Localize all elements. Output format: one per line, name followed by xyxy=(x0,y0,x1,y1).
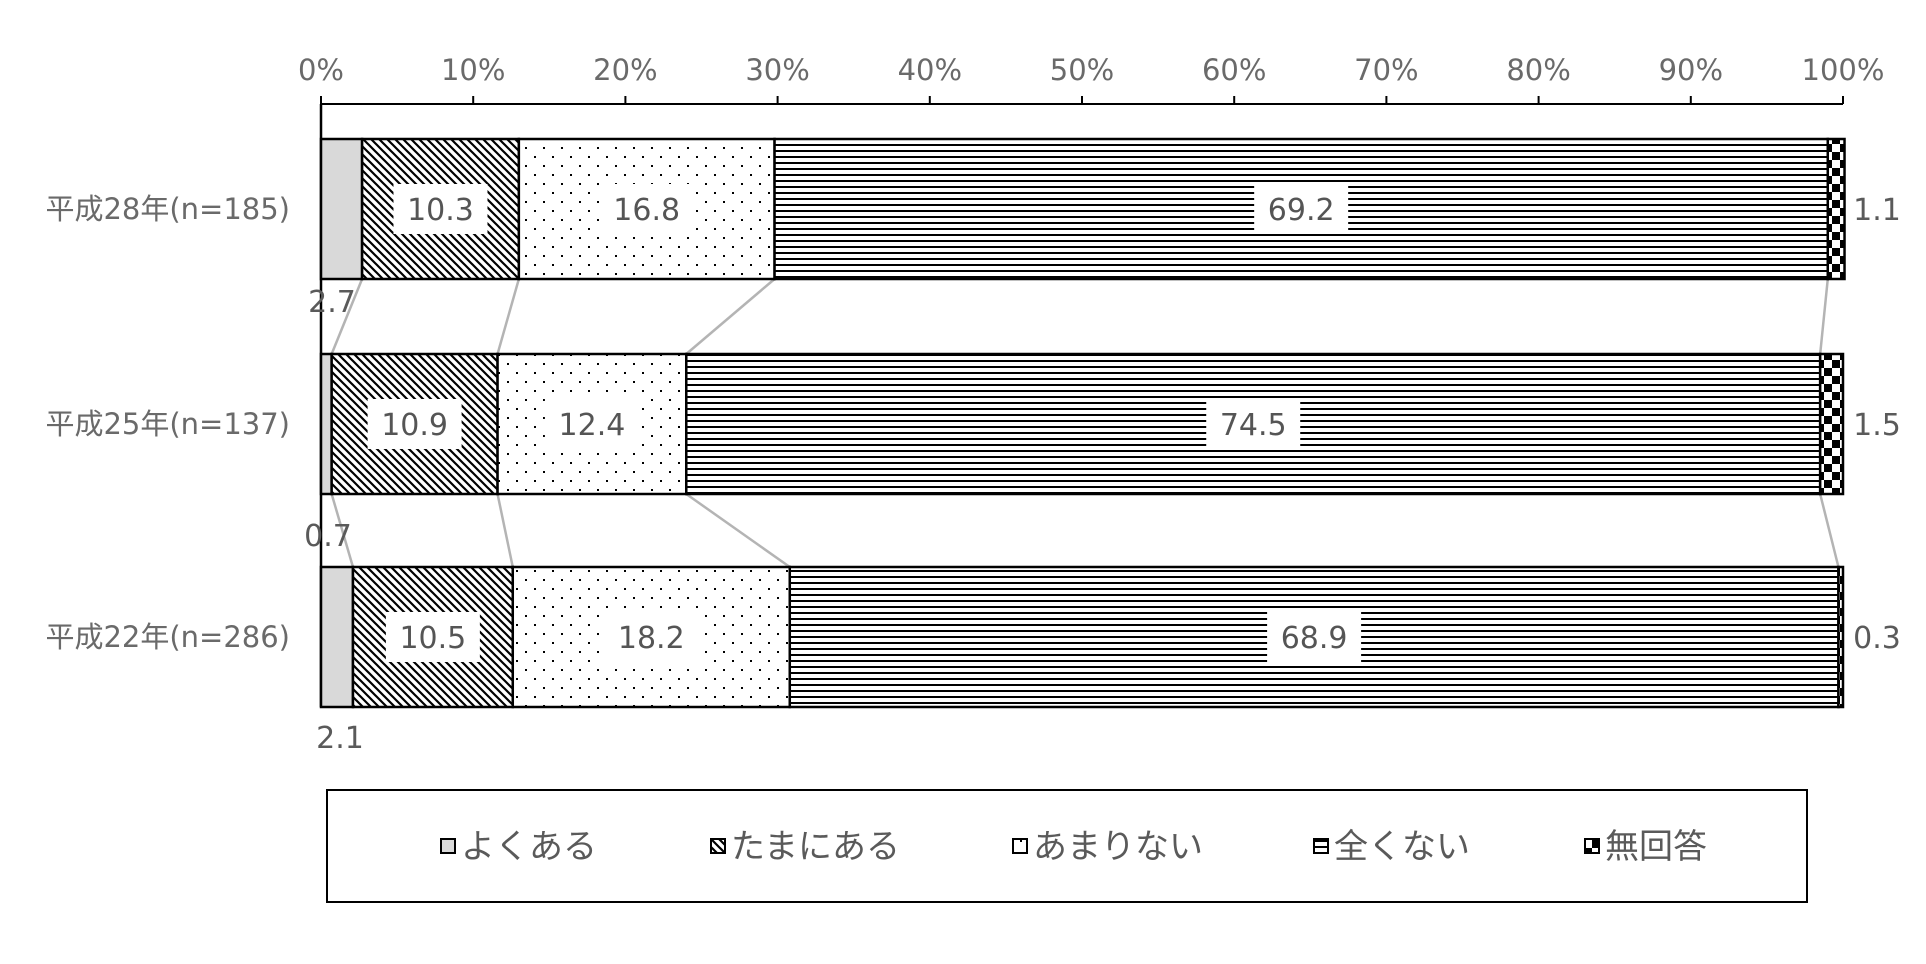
legend-label: あまりない xyxy=(1033,827,1203,867)
legend-label: たまにある xyxy=(731,827,900,867)
x-axis: 0% 10% 20% 30% 40% 50% 60% 70% 80% 90% 100% xyxy=(298,53,1884,707)
data-label: 18.2 xyxy=(618,621,685,656)
data-label-bg xyxy=(385,612,480,662)
connector-line xyxy=(330,493,355,568)
x-tick-label: 20% xyxy=(593,53,657,87)
data-label: 10.9 xyxy=(381,408,448,443)
bar-segment xyxy=(319,565,355,709)
data-label-bg xyxy=(1267,612,1362,662)
data-label: 1.5 xyxy=(1853,408,1901,443)
category-label: 平成25年(n=137) xyxy=(45,407,290,441)
connector-line xyxy=(330,278,364,355)
legend-label: 全くない xyxy=(1334,827,1470,867)
data-label: 0.7 xyxy=(304,519,352,554)
legend: よくある たまにある あまりない 全くない 無回答 xyxy=(326,789,1808,903)
legend-box xyxy=(326,789,1808,903)
data-label-bg xyxy=(1254,184,1349,234)
bar-segment xyxy=(1818,352,1845,496)
connector-line xyxy=(685,492,791,569)
data-label: 69.2 xyxy=(1268,193,1335,228)
connector-line xyxy=(496,278,521,355)
legend-label: よくある xyxy=(461,827,597,867)
data-label: 12.4 xyxy=(559,408,626,443)
category-label: 平成28年(n=185) xyxy=(45,192,290,226)
connector-lines xyxy=(330,278,1840,569)
data-label: 0.3 xyxy=(1853,621,1901,656)
category-label: 平成22年(n=286) xyxy=(45,620,290,654)
x-tick-label: 60% xyxy=(1202,53,1266,87)
data-label: 10.5 xyxy=(399,621,466,656)
x-tick-label: 100% xyxy=(1802,53,1885,87)
data-label-bg xyxy=(1206,399,1301,449)
legend-swatch xyxy=(440,838,456,854)
x-tick-label: 90% xyxy=(1659,53,1723,87)
data-label: 16.8 xyxy=(613,193,680,228)
x-tick-label: 50% xyxy=(1050,53,1114,87)
legend-swatch xyxy=(1313,838,1329,854)
category-labels: 平成28年(n=185) 平成25年(n=137) 平成22年(n=286) xyxy=(45,192,290,654)
x-tick-label: 80% xyxy=(1506,53,1570,87)
x-tick-label: 0% xyxy=(298,53,344,87)
bar-segment xyxy=(1826,137,1846,281)
data-label-bg xyxy=(367,399,462,449)
connector-line xyxy=(685,278,776,355)
legend-label: 無回答 xyxy=(1605,827,1707,867)
x-tick-label: 70% xyxy=(1354,53,1418,87)
data-labels: 2.7 10.3 16.8 69.2 1.1 0.7 10.9 12.4 74.5 1.5 2.1 1… xyxy=(304,184,1901,756)
data-label-bg xyxy=(599,184,694,234)
legend-swatch xyxy=(710,838,726,854)
data-label: 68.9 xyxy=(1281,621,1348,656)
legend-swatch xyxy=(1012,838,1028,854)
data-label-bg xyxy=(393,184,488,234)
data-label-bg xyxy=(604,612,699,662)
data-label: 10.3 xyxy=(407,193,474,228)
data-label-bg xyxy=(544,399,639,449)
x-tick-label: 40% xyxy=(898,53,962,87)
data-label: 1.1 xyxy=(1853,193,1901,228)
connector-line xyxy=(1818,278,1830,355)
data-label: 74.5 xyxy=(1220,408,1287,443)
bar-segment xyxy=(319,352,333,496)
data-label: 2.7 xyxy=(308,285,356,320)
connector-line xyxy=(496,493,514,568)
bar-segment xyxy=(1837,565,1845,709)
data-label: 2.1 xyxy=(316,721,364,756)
connector-line xyxy=(1818,493,1840,568)
legend-swatch xyxy=(1584,838,1600,854)
x-tick-label: 10% xyxy=(441,53,505,87)
x-tick-label: 30% xyxy=(745,53,809,87)
bar-segment xyxy=(319,137,364,281)
